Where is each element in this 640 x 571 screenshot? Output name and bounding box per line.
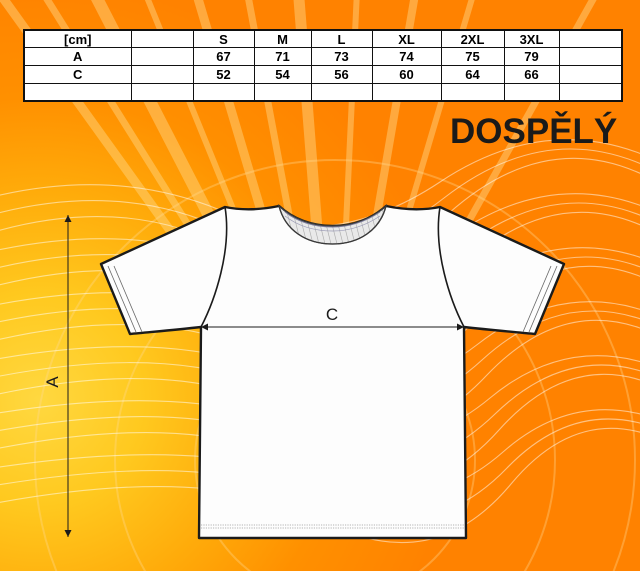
- svg-text:C: C: [326, 305, 338, 324]
- svg-text:A: A: [43, 376, 62, 388]
